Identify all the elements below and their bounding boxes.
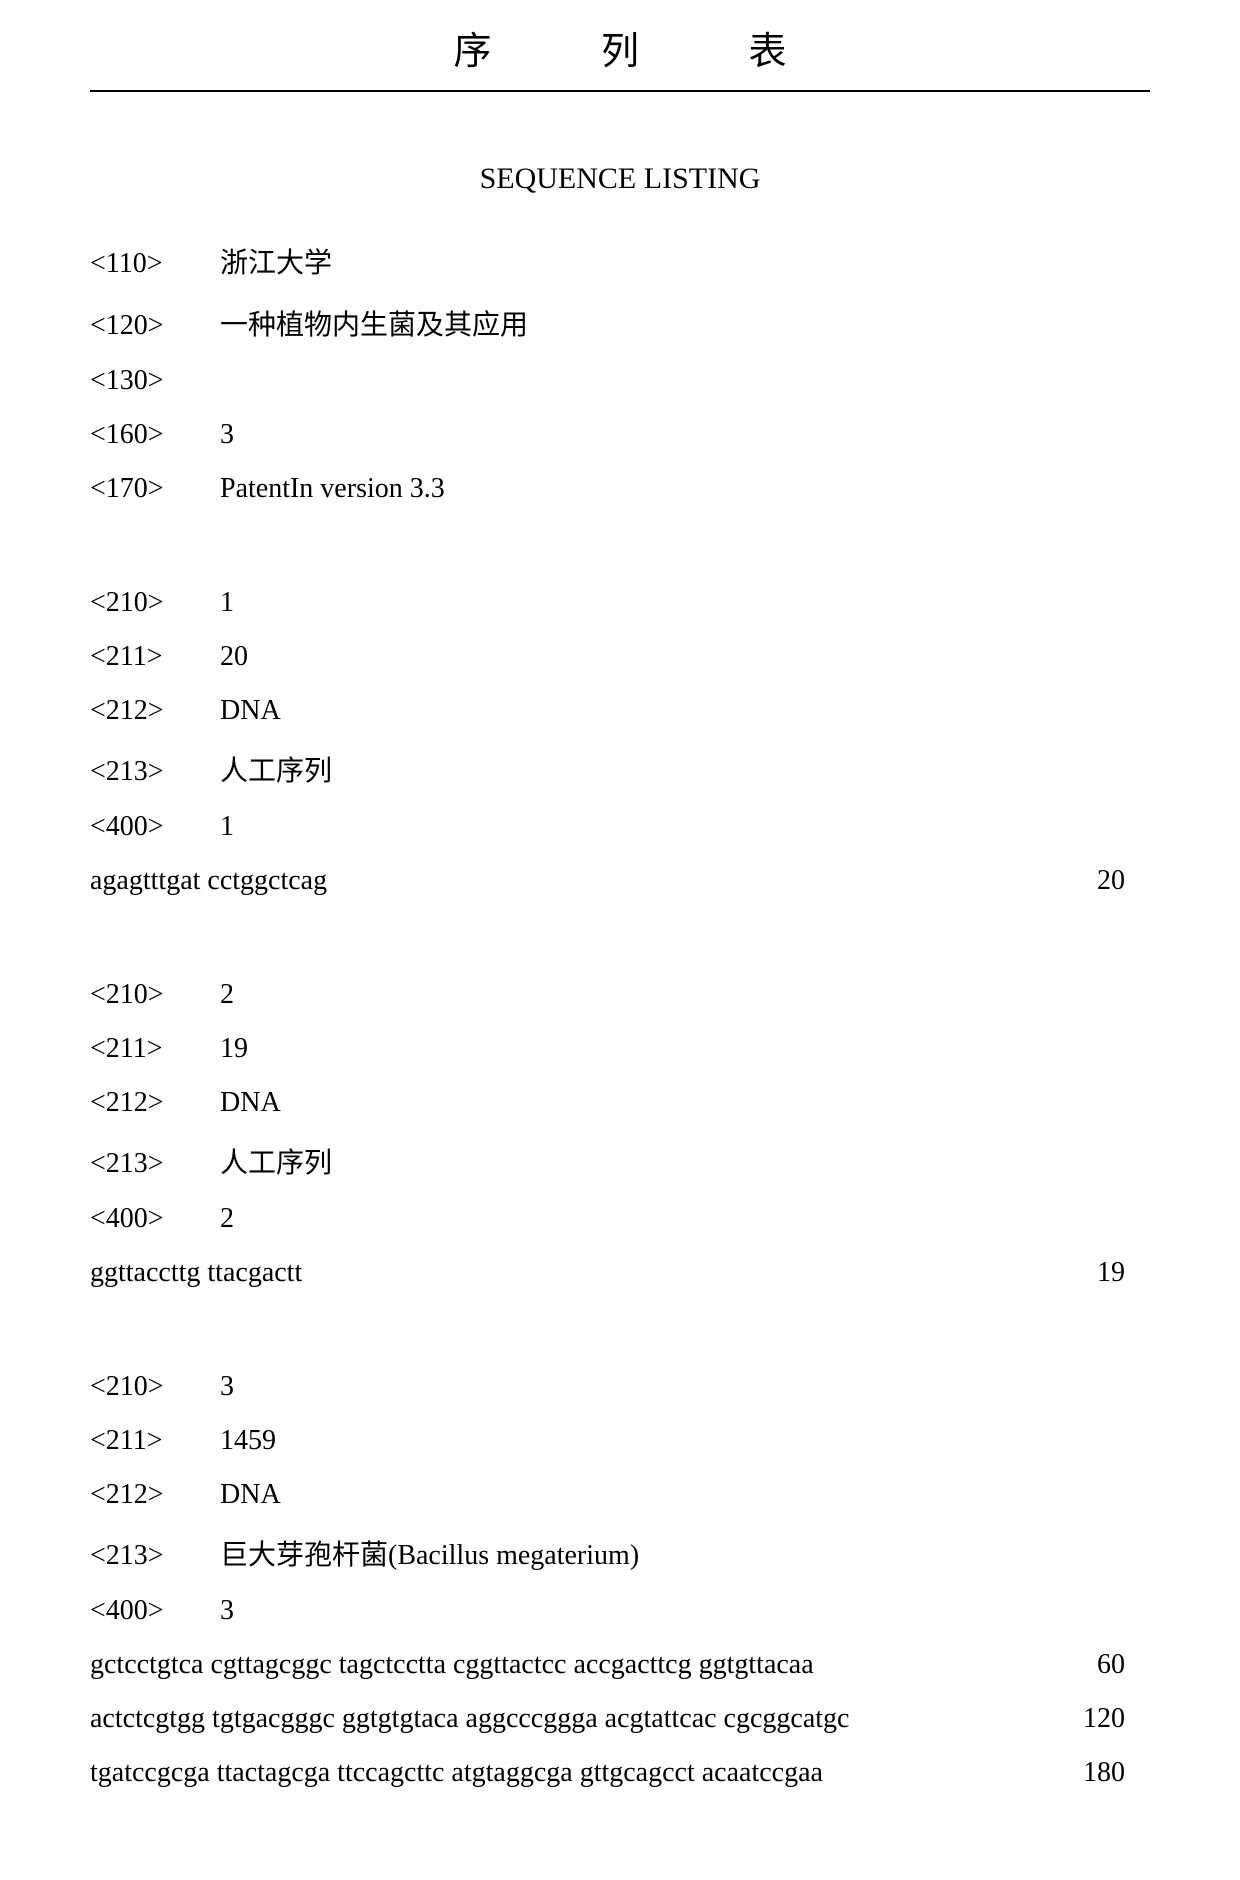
meta-entry: <130> <box>90 365 1150 397</box>
seq-tag: <210> <box>90 979 220 1011</box>
seq-value: 人工序列 <box>220 1141 1150 1181</box>
seq-value: 3 <box>220 1371 1150 1403</box>
seq-entry: <213> 人工序列 <box>90 749 1150 789</box>
seq-entry: <210> 3 <box>90 1371 1150 1403</box>
seq-entry: <211> 20 <box>90 641 1150 673</box>
page-title-cn: 序 列 表 <box>90 20 1150 75</box>
sequence-row: gctcctgtca cgttagcggc tagctcctta cggttac… <box>90 1649 1150 1681</box>
meta-entry: <120> 一种植物内生菌及其应用 <box>90 303 1150 343</box>
seq-value: 3 <box>220 1595 1150 1627</box>
seq-value: 1 <box>220 811 1150 843</box>
seq-value: 1459 <box>220 1425 1150 1457</box>
seq-value: DNA <box>220 1087 1150 1119</box>
seq-entry: <212> DNA <box>90 1479 1150 1511</box>
seq-entry: <210> 1 <box>90 587 1150 619</box>
title-underline <box>90 90 1150 92</box>
meta-entry: <170> PatentIn version 3.3 <box>90 473 1150 505</box>
seq-entry: <400> 3 <box>90 1595 1150 1627</box>
meta-value: 一种植物内生菌及其应用 <box>220 303 1150 343</box>
sequence-position: 19 <box>1097 1257 1150 1289</box>
block-gap <box>90 1311 1150 1371</box>
seq-tag: <212> <box>90 1087 220 1119</box>
seq-tag: <213> <box>90 756 220 788</box>
sequence-text: agagtttgat cctggctcag <box>90 865 1097 897</box>
seq-tag: <212> <box>90 1479 220 1511</box>
seq-entry: <211> 1459 <box>90 1425 1150 1457</box>
sequence-position: 180 <box>1083 1757 1150 1789</box>
seq-tag: <211> <box>90 1425 220 1457</box>
seq-entry: <213> 人工序列 <box>90 1141 1150 1181</box>
sequence-text: actctcgtgg tgtgacgggc ggtgtgtaca aggcccg… <box>90 1703 1083 1735</box>
sequence-row: ggttaccttg ttacgactt 19 <box>90 1257 1150 1289</box>
seq-entry: <212> DNA <box>90 695 1150 727</box>
seq-value: 1 <box>220 587 1150 619</box>
seq-tag: <400> <box>90 1203 220 1235</box>
seq-value: 巨大芽孢杆菌(Bacillus megaterium) <box>220 1533 1150 1573</box>
sequence-text: tgatccgcga ttactagcga ttccagcttc atgtagg… <box>90 1757 1083 1789</box>
seq-tag: <211> <box>90 641 220 673</box>
seq-tag: <210> <box>90 1371 220 1403</box>
meta-tag: <110> <box>90 248 220 280</box>
seq-tag: <211> <box>90 1033 220 1065</box>
meta-tag: <170> <box>90 473 220 505</box>
block-gap <box>90 919 1150 979</box>
seq-tag: <213> <box>90 1540 220 1572</box>
meta-value: PatentIn version 3.3 <box>220 473 1150 505</box>
seq-tag: <400> <box>90 811 220 843</box>
meta-tag: <130> <box>90 365 220 397</box>
meta-value: 浙江大学 <box>220 241 1150 281</box>
seq-entry: <211> 19 <box>90 1033 1150 1065</box>
seq-entry: <212> DNA <box>90 1087 1150 1119</box>
seq-tag: <210> <box>90 587 220 619</box>
seq-value: DNA <box>220 695 1150 727</box>
seq-value: 2 <box>220 979 1150 1011</box>
meta-value: 3 <box>220 419 1150 451</box>
seq-entry: <400> 2 <box>90 1203 1150 1235</box>
sequence-position: 60 <box>1097 1649 1150 1681</box>
sequence-row: actctcgtgg tgtgacgggc ggtgtgtaca aggcccg… <box>90 1703 1150 1735</box>
page-subtitle-en: SEQUENCE LISTING <box>90 162 1150 196</box>
sequence-text: gctcctgtca cgttagcggc tagctcctta cggttac… <box>90 1649 1097 1681</box>
meta-entry: <160> 3 <box>90 419 1150 451</box>
sequence-row: tgatccgcga ttactagcga ttccagcttc atgtagg… <box>90 1757 1150 1789</box>
sequence-position: 120 <box>1083 1703 1150 1735</box>
seq-entry: <213> 巨大芽孢杆菌(Bacillus megaterium) <box>90 1533 1150 1573</box>
seq-value: 2 <box>220 1203 1150 1235</box>
seq-tag: <400> <box>90 1595 220 1627</box>
meta-entry: <110> 浙江大学 <box>90 241 1150 281</box>
seq-value: 20 <box>220 641 1150 673</box>
sequence-text: ggttaccttg ttacgactt <box>90 1257 1097 1289</box>
sequence-row: agagtttgat cctggctcag 20 <box>90 865 1150 897</box>
seq-tag: <212> <box>90 695 220 727</box>
seq-tag: <213> <box>90 1148 220 1180</box>
meta-tag: <120> <box>90 310 220 342</box>
seq-entry: <210> 2 <box>90 979 1150 1011</box>
seq-value: 19 <box>220 1033 1150 1065</box>
seq-value: 人工序列 <box>220 749 1150 789</box>
sequence-position: 20 <box>1097 865 1150 897</box>
meta-tag: <160> <box>90 419 220 451</box>
block-gap <box>90 527 1150 587</box>
seq-value: DNA <box>220 1479 1150 1511</box>
seq-entry: <400> 1 <box>90 811 1150 843</box>
